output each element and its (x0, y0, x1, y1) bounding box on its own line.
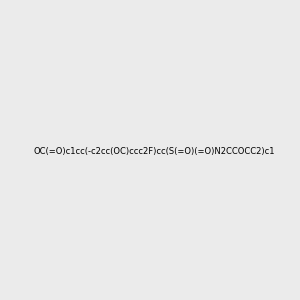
Text: OC(=O)c1cc(-c2cc(OC)ccc2F)cc(S(=O)(=O)N2CCOCC2)c1: OC(=O)c1cc(-c2cc(OC)ccc2F)cc(S(=O)(=O)N2… (33, 147, 274, 156)
